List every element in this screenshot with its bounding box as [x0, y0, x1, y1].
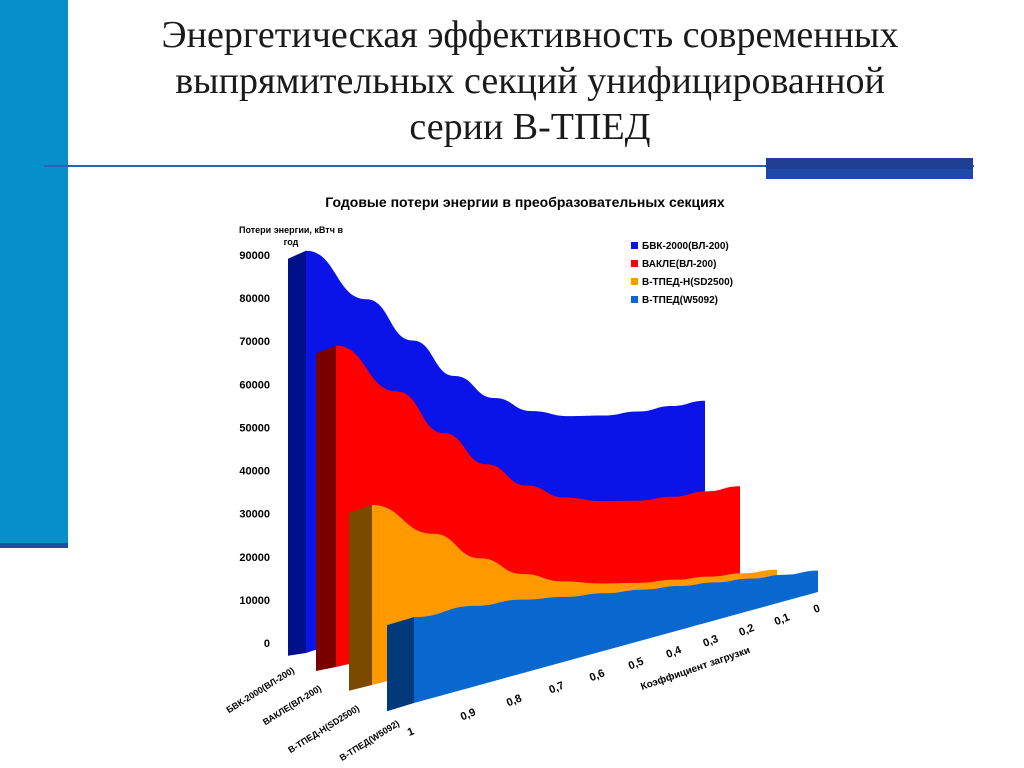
legend-entry-label: БВК-2000(ВЛ-200) [642, 241, 729, 252]
x-tick-label: 0,5 [627, 656, 646, 673]
x-tick-label: 0,1 [773, 611, 792, 628]
legend-entry-label: В-ТПЕД(W5092) [642, 295, 718, 306]
depth-axis-label: ВАКЛЕ(ВЛ-200) [261, 683, 323, 727]
chart-title: Годовые потери энергии в преобразователь… [325, 194, 725, 210]
legend-entry-label: ВАКЛЕ(ВЛ-200) [642, 259, 716, 270]
slide-title-line-1: Энергетическая эффективность современных [161, 14, 899, 56]
x-axis-ticks: 1 0,9 0,8 0,7 0,6 0,5 0,4 0,3 0,2 0,1 0 [406, 603, 822, 739]
y-tick-label: 0 [264, 638, 270, 650]
legend-swatch [631, 278, 638, 285]
x-axis-label: Коэффициент загрузки [639, 644, 752, 693]
legend-entry-label: В-ТПЕД-Н(SD2500) [642, 277, 733, 288]
x-tick-label: 0,9 [459, 706, 478, 723]
title-divider [44, 165, 974, 167]
slide-title-line-3: серии В-ТПЕД [409, 106, 651, 148]
series-side-face [349, 505, 372, 691]
series-area [414, 570, 818, 703]
depth-axis-label: В-ТПЕД(W5092) [338, 718, 401, 763]
title-accent-block-lower [766, 169, 973, 179]
y-tick-label: 40000 [239, 466, 270, 478]
x-tick-label: 0,6 [588, 667, 607, 684]
x-tick-label: 0,7 [547, 680, 566, 697]
legend-swatch [631, 260, 638, 267]
y-axis-ticks: 0 10000 20000 30000 40000 50000 60000 70000 8000… [239, 250, 270, 650]
series-ribbon [387, 570, 818, 712]
series-side-face [288, 250, 306, 656]
accent-side-bar-edge [0, 543, 68, 548]
y-tick-label: 10000 [239, 595, 270, 607]
series-side-face [316, 345, 336, 671]
y-tick-label: 70000 [239, 336, 270, 348]
x-tick-label: 0,4 [665, 644, 684, 661]
y-axis-label-line-1: Потери энергии, кВтч в [239, 225, 343, 235]
y-axis-label-line-2: год [284, 237, 299, 247]
y-tick-label: 60000 [239, 379, 270, 391]
series-side-face [387, 617, 414, 712]
title-accent-block [766, 158, 973, 169]
accent-side-bar [0, 0, 68, 548]
y-tick-label: 50000 [239, 422, 270, 434]
x-tick-label: 0,2 [737, 622, 756, 639]
legend-swatch [631, 296, 638, 303]
x-tick-label: 0 [812, 603, 822, 616]
x-tick-label: 0,8 [505, 692, 524, 709]
slide-title: Энергетическая эффективность современных… [120, 12, 940, 150]
y-tick-label: 90000 [239, 250, 270, 262]
y-tick-label: 30000 [239, 509, 270, 521]
legend-swatch [631, 242, 638, 249]
chart-legend: БВК-2000(ВЛ-200) ВАКЛЕ(ВЛ-200) В-ТПЕД-Н(SD… [631, 241, 733, 306]
x-tick-label: 0,3 [701, 633, 720, 650]
x-tick-label: 1 [406, 726, 416, 739]
chart-ribbons [288, 250, 818, 712]
slide-title-line-2: выпрямительных секций унифицированной [175, 60, 885, 102]
y-tick-label: 20000 [239, 552, 270, 564]
y-tick-label: 80000 [239, 293, 270, 305]
y-axis-label: Потери энергии, кВтч в год [239, 225, 343, 247]
